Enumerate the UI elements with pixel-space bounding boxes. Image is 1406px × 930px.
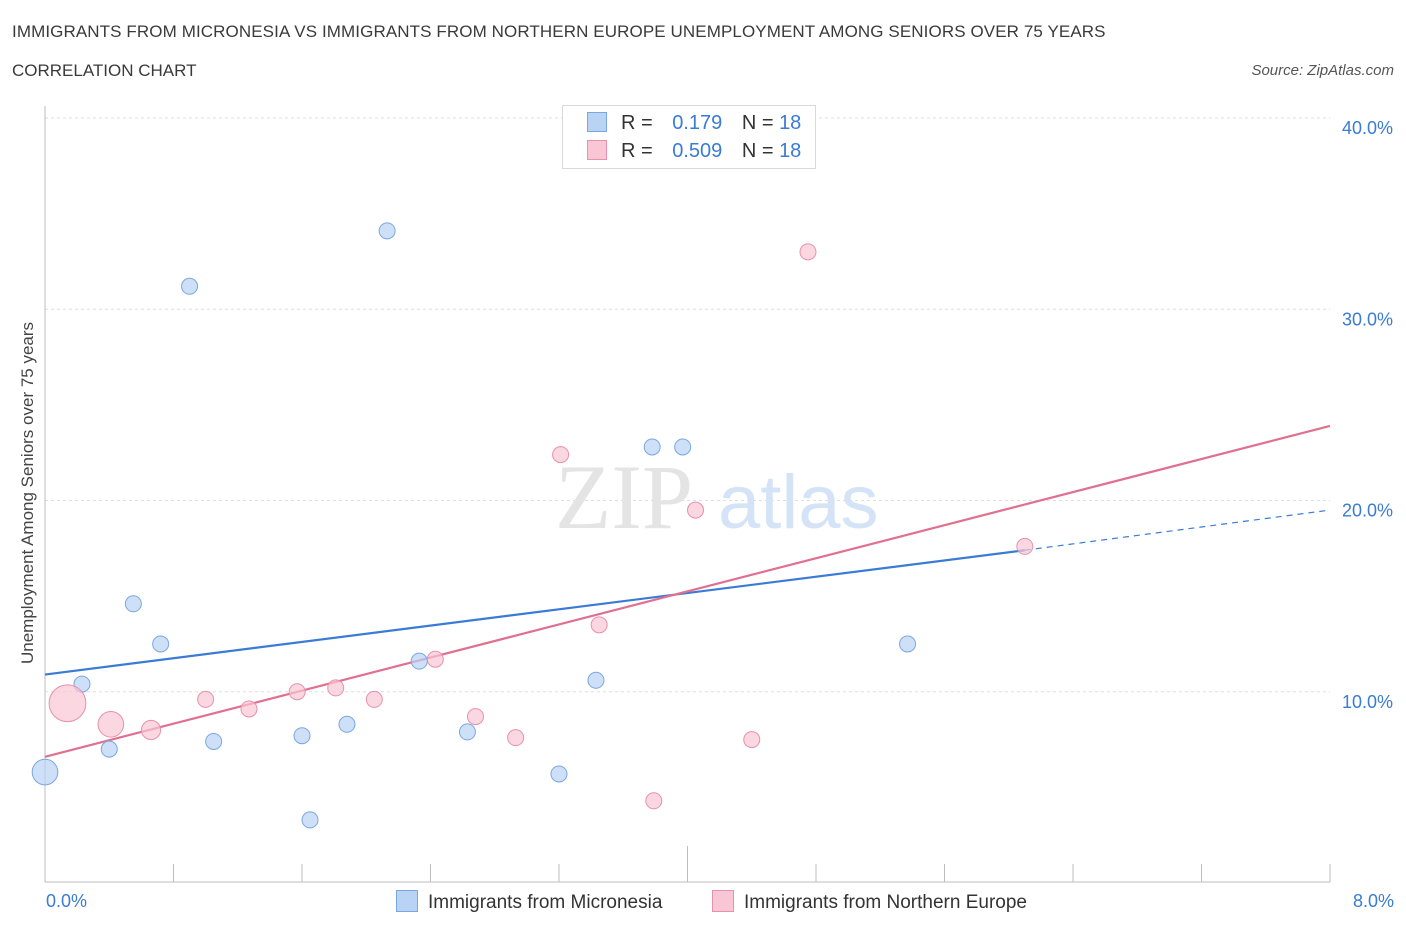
data-point-northern-europe [140,719,162,741]
data-point-northern-europe [507,729,525,747]
legend-swatch-northern-europe [587,140,607,160]
y-tick-label: 40.0% [1342,118,1393,138]
data-point-micronesia [899,635,917,653]
data-point-northern-europe [799,243,817,261]
y-axis-label: Unemployment Among Seniors over 75 years [18,321,37,665]
trendline-northern-europe [44,424,1331,758]
data-point-micronesia [458,723,476,741]
data-point-northern-europe [645,792,663,810]
data-point-northern-europe [48,684,87,723]
y-tick-labels: 40.0% 30.0% 20.0% 10.0% [1342,118,1393,712]
data-points [31,222,1034,829]
series-name-northern-europe: Immigrants from Northern Europe [744,892,1027,913]
chart-title: IMMIGRANTS FROM MICRONESIA VS IMMIGRANTS… [12,22,1106,41]
data-point-micronesia [378,222,396,240]
data-point-northern-europe [365,690,383,708]
data-point-northern-europe [687,501,705,519]
watermark-atlas: atlas [718,460,879,545]
data-point-northern-europe [97,710,125,738]
data-point-micronesia [338,715,356,733]
data-point-micronesia [301,811,319,829]
legend-swatch-micronesia [587,112,607,132]
chart-subtitle: CORRELATION CHART [12,61,197,80]
trendlines [44,424,1331,758]
data-point-micronesia [674,438,692,456]
y-tick-label: 30.0% [1342,309,1393,329]
data-point-micronesia [550,765,568,783]
data-point-northern-europe [197,690,215,708]
y-tick-label: 10.0% [1342,692,1393,712]
legend-r-label: R = [621,112,653,134]
data-point-northern-europe [240,700,258,718]
series-name-micronesia: Immigrants from Micronesia [428,892,663,913]
y-tick-label: 20.0% [1342,501,1393,521]
trendline-extension-micronesia [1024,509,1331,551]
axes [44,106,1331,883]
legend-r-value: 0.179 [672,112,723,134]
series-legend-micronesia[interactable]: Immigrants from Micronesia [396,890,662,914]
data-point-micronesia [152,635,170,653]
data-point-micronesia [31,758,59,786]
gridlines [45,117,1330,693]
data-point-northern-europe [466,708,484,726]
legend-n-value: 18 [779,140,802,162]
data-point-micronesia [643,438,661,456]
data-point-micronesia [100,740,118,758]
data-point-northern-europe [426,650,444,668]
data-point-northern-europe [288,683,306,701]
legend-r-label: R = [621,140,653,162]
legend-row-northern-europe: R = 0.509 N = 18 [587,140,801,163]
correlation-legend: R = 0.179 N = 18 R = 0.509 N = 18 [562,105,816,169]
trendline-micronesia [44,549,1025,676]
legend-n-value: 18 [779,112,802,134]
data-point-micronesia [205,732,223,750]
series-swatch-micronesia [396,890,418,912]
data-point-northern-europe [327,679,345,697]
series-swatch-northern-europe [712,890,734,912]
data-point-micronesia [587,671,605,689]
legend-n-label: N = [741,112,774,134]
data-point-northern-europe [743,731,761,749]
legend-r-value: 0.509 [672,140,723,162]
source-label: Source: ZipAtlas.com [1251,62,1394,79]
data-point-northern-europe [552,446,570,464]
data-point-micronesia [410,652,428,670]
x-tick-label-min: 0.0% [46,891,88,911]
data-point-micronesia [293,727,311,745]
watermark: ZIP atlas [555,446,879,548]
legend-row-micronesia: R = 0.179 N = 18 [587,112,801,135]
series-legend-northern-europe[interactable]: Immigrants from Northern Europe [712,890,1027,914]
data-point-micronesia [124,595,142,613]
watermark-zip: ZIP [555,446,693,548]
data-point-micronesia [181,277,199,295]
data-point-northern-europe [1016,537,1034,555]
x-tick-label-max: 8.0% [1352,891,1394,911]
legend-n-label: N = [741,140,774,162]
data-point-northern-europe [590,616,608,634]
